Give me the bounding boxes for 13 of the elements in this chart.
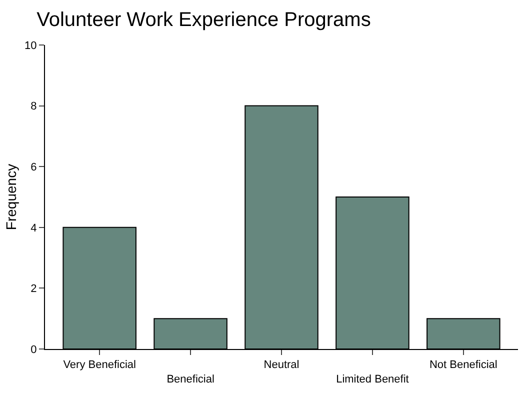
y-tick-label: 10 (24, 40, 37, 52)
y-tick-label: 4 (30, 222, 37, 234)
y-tick-label: 6 (30, 161, 37, 174)
y-tick-label: 2 (30, 283, 37, 296)
chart-title: Volunteer Work Experience Programs (36, 9, 371, 32)
x-tick-label: Very Beneficial (63, 359, 136, 372)
x-tick-label: Beneficial (166, 374, 214, 386)
y-tick-label: 0 (30, 344, 37, 356)
x-tick-label: Neutral (264, 359, 300, 372)
x-tick-label: Limited Benefit (336, 374, 409, 386)
x-tick-label: Not Beneficial (429, 359, 498, 372)
y-axis-title: Frequency (3, 164, 20, 230)
y-tick-label: 8 (30, 100, 37, 113)
